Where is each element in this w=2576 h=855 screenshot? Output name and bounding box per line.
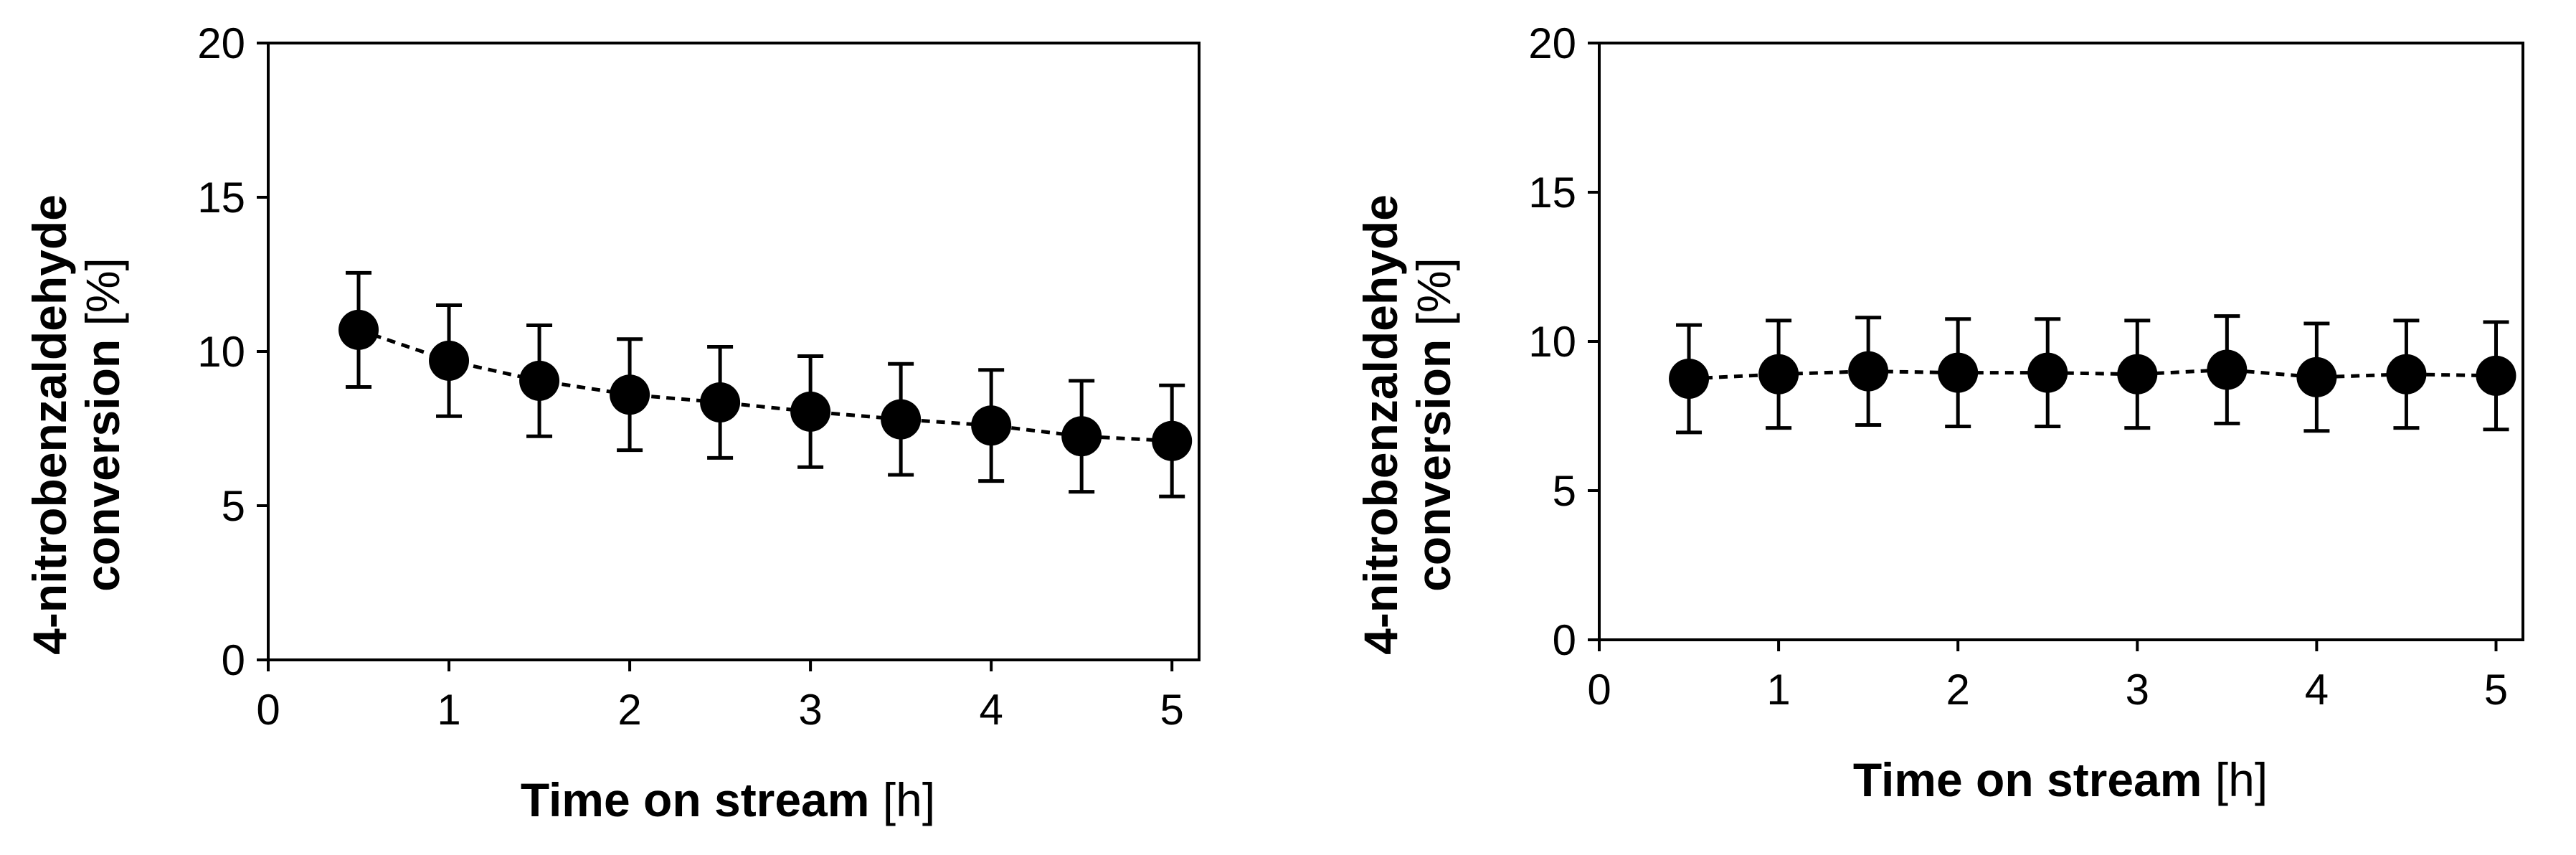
left-y-axis-title-line2: conversion	[76, 339, 129, 592]
right-data-point	[2296, 356, 2337, 397]
left-x-axis-title: Time on stream [h]	[521, 773, 935, 826]
right-x-tick-label: 0	[1587, 666, 1611, 714]
right-x-tick-label: 5	[2484, 666, 2508, 714]
right-y-tick-label: 15	[1528, 169, 1576, 217]
right-chart: 4-nitrobenzaldehyde conversion [%] 05101…	[1354, 19, 2524, 806]
left-data-point	[1061, 416, 1102, 457]
left-x-axis-title-label: Time on stream	[521, 773, 870, 826]
right-x-tick-label: 1	[1766, 666, 1790, 714]
right-x-tick-label: 3	[2126, 666, 2149, 714]
right-y-axis-title-line2: conversion	[1407, 339, 1460, 592]
right-data-point	[1938, 352, 1979, 393]
right-data-point	[1669, 359, 1710, 399]
left-y-axis-title-unit: [%]	[76, 258, 129, 339]
left-y-tick-label: 15	[197, 174, 245, 222]
left-data-point	[1152, 420, 1193, 461]
left-data-point	[338, 309, 379, 350]
right-y-tick-label: 0	[1553, 616, 1576, 664]
left-data-point	[519, 360, 560, 401]
right-data-point	[2207, 349, 2248, 390]
right-y-axis-title-unit: [%]	[1407, 258, 1460, 339]
left-x-tick-label: 1	[437, 686, 460, 734]
left-plot-area: 0 5 10 15 20 0 1 2 3 4 5	[197, 19, 1201, 734]
right-series-line	[1688, 368, 2496, 381]
right-plot-frame	[1598, 42, 2524, 641]
left-data-point	[429, 340, 470, 381]
right-data-point	[2027, 352, 2068, 393]
left-chart: 4-nitrobenzaldehyde conversion [%] 05101…	[23, 19, 1201, 826]
right-y-tick-label: 20	[1528, 19, 1576, 67]
right-y-tick-label: 10	[1528, 318, 1576, 366]
left-series-line	[358, 328, 1173, 443]
right-data-point	[1848, 351, 1889, 392]
left-y-tick-label: 10	[197, 328, 245, 376]
left-data-point	[610, 374, 650, 415]
left-x-tick-label: 4	[979, 686, 1003, 734]
right-x-tick-label: 2	[1946, 666, 1970, 714]
svg-text:conversion [%]: conversion [%]	[1407, 258, 1460, 592]
left-y-tick-label: 0	[222, 636, 245, 684]
left-y-axis-title-line1: 4-nitrobenzaldehyde	[23, 194, 76, 655]
svg-text:4-nitrobenzaldehyde: 4-nitrobenzaldehyde	[1354, 194, 1407, 655]
right-x-axis-title-label: Time on stream	[1853, 753, 2202, 806]
left-x-tick-label: 5	[1160, 686, 1184, 734]
right-data-point	[2386, 354, 2427, 395]
left-x-tick-label: 3	[798, 686, 822, 734]
left-x-tick-label: 0	[256, 686, 280, 734]
left-data-point	[881, 399, 922, 440]
left-y-tick-label: 20	[197, 19, 245, 67]
right-plot-area: 0 5 10 15 20 0 1 2 3 4 5	[1528, 19, 2524, 714]
left-plot-frame	[267, 42, 1201, 661]
left-x-axis-title-unit: [h]	[869, 773, 935, 826]
left-x-tick-label: 2	[617, 686, 641, 734]
left-data-point	[790, 391, 831, 432]
left-y-axis-title: 4-nitrobenzaldehyde conversion [%]	[23, 194, 129, 655]
right-y-axis-title-line1: 4-nitrobenzaldehyde	[1354, 194, 1407, 655]
right-x-axis-title: Time on stream [h]	[1853, 753, 2268, 806]
svg-text:conversion [%]: conversion [%]	[76, 258, 129, 592]
left-data-point	[971, 405, 1012, 446]
right-y-axis-title: 4-nitrobenzaldehyde conversion [%]	[1354, 194, 1460, 655]
svg-text:4-nitrobenzaldehyde: 4-nitrobenzaldehyde	[23, 194, 76, 655]
right-data-point	[2476, 355, 2516, 396]
right-x-axis-title-unit: [h]	[2202, 753, 2268, 806]
right-data-point	[2117, 354, 2158, 395]
right-y-tick-label: 5	[1553, 467, 1576, 515]
left-y-tick-label: 5	[222, 482, 245, 530]
right-data-point	[1758, 354, 1799, 395]
right-x-tick-label: 4	[2305, 666, 2329, 714]
left-data-point	[700, 382, 741, 422]
